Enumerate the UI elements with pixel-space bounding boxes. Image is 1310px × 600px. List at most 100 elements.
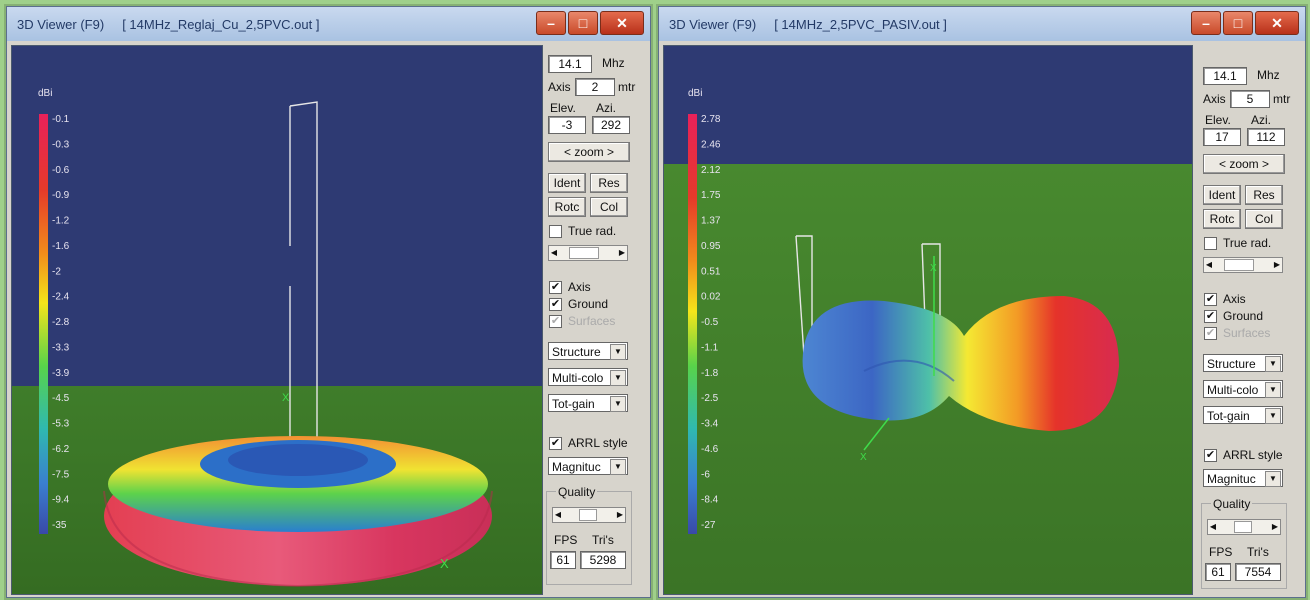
magnitude-select[interactable]: Magnituc ▼ [1203,469,1283,487]
scale-tick-label: -0.1 [52,114,70,125]
ground-checkbox[interactable]: ✔ [1204,310,1217,323]
slider-right-icon[interactable]: ▶ [618,248,626,257]
structure-select[interactable]: Structure ▼ [1203,354,1283,372]
true-rad-slider[interactable]: ◀ ▶ [548,245,628,261]
minimize-icon: – [1202,15,1210,31]
close-button[interactable]: ✕ [600,11,644,35]
slider-thumb[interactable] [1234,521,1252,533]
chevron-down-icon: ▼ [610,396,626,412]
rotc-button[interactable]: Rotc [548,197,586,217]
viewer-window-right: 3D Viewer (F9) [ 14MHz_2,5PVC_PASIV.out … [658,6,1306,598]
3d-view[interactable]: dBi -0.1 -0.3 -0.6 -0.9 -1.2 -1.6 -2 -2.4 -2.8 -3… [11,45,543,595]
control-panel: 14.1 Mhz Axis 2 mtr Elev. Azi. -3 292 < … [546,45,646,593]
zoom-out-icon[interactable]: < [1218,157,1226,171]
gain-select[interactable]: Tot-gain ▼ [1203,406,1283,424]
magnitude-select[interactable]: Magnituc ▼ [548,457,628,475]
surfaces-checkbox: ✔ [1204,327,1217,340]
close-button[interactable]: ✕ [1255,11,1299,35]
quality-slider[interactable]: ◀ ▶ [552,507,626,523]
scale-tick-label: -4.6 [701,444,719,455]
elevation-field[interactable]: -3 [548,116,586,134]
slider-right-icon[interactable]: ▶ [1271,522,1279,531]
axis-checkbox[interactable]: ✔ [1204,293,1217,306]
maximize-icon: □ [1233,15,1243,31]
frequency-field[interactable]: 14.1 [1203,67,1247,85]
scale-tick-label: -2.8 [52,317,70,328]
scale-tick-label: -2 [52,266,61,277]
ground-checkbox-label: Ground [568,297,609,311]
scale-tick-label: -35 [52,520,67,531]
slider-thumb[interactable] [1224,259,1254,271]
zoom-control[interactable]: < zoom > [1203,154,1285,174]
surfaces-checkbox-label: Surfaces [568,314,616,328]
azimuth-field[interactable]: 112 [1247,128,1285,146]
axis-checkbox-label: Axis [1223,292,1246,306]
minimize-button[interactable]: – [1191,11,1221,35]
slider-left-icon[interactable]: ◀ [1209,522,1217,531]
scale-tick-label: -4.5 [52,393,70,404]
scale-unit: dBi [688,88,702,99]
axis-label: Axis [1203,92,1226,106]
surfaces-checkbox-label: Surfaces [1223,326,1271,340]
slider-left-icon[interactable]: ◀ [1205,260,1213,269]
axis-marker-label: X [930,263,937,274]
true-rad-checkbox[interactable] [549,225,562,238]
structure-select[interactable]: Structure ▼ [548,342,628,360]
fps-label: FPS [554,533,578,547]
arrl-style-checkbox[interactable]: ✔ [1204,449,1217,462]
maximize-button[interactable]: □ [568,11,598,35]
slider-thumb[interactable] [569,247,599,259]
ident-button[interactable]: Ident [1203,185,1241,205]
zoom-in-icon[interactable]: > [607,145,615,159]
col-button[interactable]: Col [1245,209,1283,229]
zoom-out-icon[interactable]: < [563,145,571,159]
slider-thumb[interactable] [579,509,597,521]
structure-select-value: Structure [1207,357,1256,371]
gain-select[interactable]: Tot-gain ▼ [548,394,628,412]
gain-select-value: Tot-gain [1207,409,1250,423]
quality-slider[interactable]: ◀ ▶ [1207,519,1281,535]
axis-length-field[interactable]: 5 [1230,90,1270,108]
scale-tick-label: -0.9 [52,190,70,201]
slider-left-icon[interactable]: ◀ [554,510,562,519]
col-button[interactable]: Col [590,197,628,217]
res-button[interactable]: Res [1245,185,1283,205]
frequency-field[interactable]: 14.1 [548,55,592,73]
scale-tick-label: 1.37 [701,216,721,227]
minimize-button[interactable]: – [536,11,566,35]
arrl-style-checkbox[interactable]: ✔ [549,437,562,450]
slider-right-icon[interactable]: ▶ [1273,260,1281,269]
res-button[interactable]: Res [590,173,628,193]
title-bar[interactable]: 3D Viewer (F9) [ 14MHz_Reglaj_Cu_2,5PVC.… [7,7,650,41]
ground-checkbox[interactable]: ✔ [549,298,562,311]
sky [664,46,1192,164]
ident-button[interactable]: Ident [548,173,586,193]
zoom-control[interactable]: < zoom > [548,142,630,162]
true-rad-checkbox[interactable] [1204,237,1217,250]
axis-length-field[interactable]: 2 [575,78,615,96]
tris-field: 5298 [580,551,626,569]
axis-unit: mtr [1273,92,1291,106]
slider-right-icon[interactable]: ▶ [616,510,624,519]
scale-tick-label: 1.75 [701,190,721,201]
azimuth-field[interactable]: 292 [592,116,630,134]
title-bar[interactable]: 3D Viewer (F9) [ 14MHz_2,5PVC_PASIV.out … [659,7,1305,41]
quality-label: Quality [556,485,598,499]
zoom-in-icon[interactable]: > [1262,157,1270,171]
true-rad-slider[interactable]: ◀ ▶ [1203,257,1283,273]
slider-left-icon[interactable]: ◀ [550,248,558,257]
axis-label: Axis [548,80,571,94]
3d-view[interactable]: dBi 2.78 2.46 2.12 1.75 1.37 0.95 0.51 0.02 -0.5… [663,45,1193,595]
frequency-unit: Mhz [602,56,625,70]
scale-tick-label: -9.4 [52,495,70,506]
axis-checkbox[interactable]: ✔ [549,281,562,294]
color-mode-select[interactable]: Multi-colo ▼ [1203,380,1283,398]
color-mode-select[interactable]: Multi-colo ▼ [548,368,628,386]
scale-unit: dBi [38,88,52,99]
maximize-button[interactable]: □ [1223,11,1253,35]
arrl-style-label: ARRL style [568,436,628,450]
elevation-field[interactable]: 17 [1203,128,1241,146]
tris-label: Tri's [592,533,614,547]
rotc-button[interactable]: Rotc [1203,209,1241,229]
fps-field: 61 [550,551,576,569]
